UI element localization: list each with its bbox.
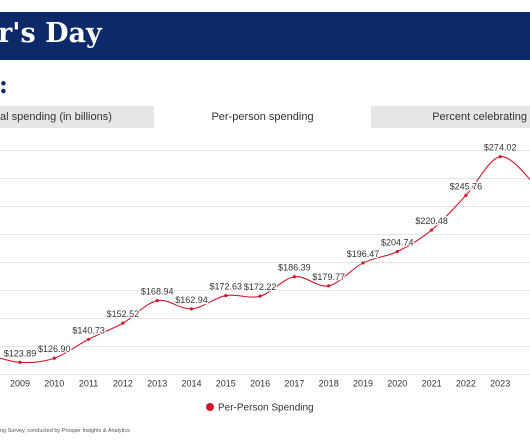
data-point[interactable] — [121, 321, 125, 325]
data-label: $126.90 — [38, 344, 71, 354]
data-label: $245.76 — [450, 181, 483, 191]
data-label: $140.73 — [72, 325, 105, 335]
tab-percent-celebrating[interactable]: Percent celebrating — [432, 111, 527, 123]
data-point[interactable] — [430, 228, 434, 232]
x-tick-label: 2019 — [353, 379, 373, 389]
data-point[interactable] — [87, 337, 91, 341]
data-labels: $$123.89$126.90$140.73$152.52$168.94$162… — [2, 141, 517, 359]
x-axis-ticks: 2009 2010 2011 2012 2013 2014 2015 2016 2017 2018… — [10, 379, 530, 389]
x-tick-label: 2013 — [147, 379, 167, 389]
data-label: $186.39 — [278, 263, 311, 273]
x-tick-label: 2020 — [387, 379, 407, 389]
data-point[interactable] — [498, 155, 502, 159]
data-label: $172.22 — [244, 282, 277, 292]
data-label: $220.48 — [415, 216, 448, 226]
series-points — [18, 155, 502, 364]
data-label: $274.02 — [484, 143, 517, 153]
x-tick-label: 2015 — [216, 379, 236, 389]
x-tick-label: 2021 — [422, 379, 442, 389]
x-tick-label: 2010 — [44, 379, 64, 389]
data-label: $162.94 — [175, 295, 208, 305]
x-tick-label: 2023 — [490, 379, 510, 389]
data-point[interactable] — [18, 360, 22, 364]
data-label: $204.74 — [381, 238, 414, 248]
x-tick-label: 2014 — [181, 379, 201, 389]
data-point[interactable] — [327, 284, 331, 288]
banner-title: r's Day — [0, 18, 102, 49]
data-point[interactable] — [224, 293, 228, 298]
data-label: $179.77 — [312, 272, 345, 282]
data-label: $152.52 — [107, 309, 140, 319]
data-point[interactable] — [464, 193, 468, 198]
source-note: ng Survey, conducted by Prosper Insights… — [0, 428, 130, 434]
legend-marker — [206, 403, 214, 411]
chart-legend[interactable]: Per-Person Spending — [206, 403, 314, 414]
x-tick-label: 2016 — [250, 379, 270, 389]
x-tick-label: 2017 — [284, 379, 304, 389]
chart-grid — [0, 150, 530, 375]
data-point[interactable] — [395, 250, 399, 254]
data-label: $168.94 — [141, 287, 174, 297]
data-point[interactable] — [292, 275, 296, 279]
chart-tab-bar: al spending (in billions) Per-person spe… — [0, 106, 530, 128]
per-person-spending-chart: $$123.89$126.90$140.73$152.52$168.94$162… — [0, 141, 530, 414]
x-tick-label: 2018 — [319, 379, 339, 389]
tab-per-person-spending[interactable]: Per-person spending — [154, 106, 371, 128]
page-banner: r's Day — [0, 12, 530, 60]
x-tick-label: 2011 — [79, 379, 98, 389]
data-label: $196.47 — [347, 249, 380, 259]
x-tick-label: 2012 — [113, 379, 133, 389]
data-point[interactable] — [361, 261, 365, 265]
section-heading: : — [0, 70, 8, 99]
x-tick-label: 2009 — [10, 379, 30, 389]
x-tick-label: 2022 — [456, 379, 476, 389]
data-label: $172.63 — [210, 282, 243, 292]
tab-total-spending[interactable]: al spending (in billions) — [0, 111, 112, 123]
data-label: $123.89 — [4, 348, 37, 358]
data-point[interactable] — [155, 299, 159, 303]
data-point[interactable] — [258, 294, 262, 298]
legend-label: Per-Person Spending — [218, 403, 314, 414]
data-point[interactable] — [189, 307, 194, 311]
data-point[interactable] — [52, 356, 56, 360]
